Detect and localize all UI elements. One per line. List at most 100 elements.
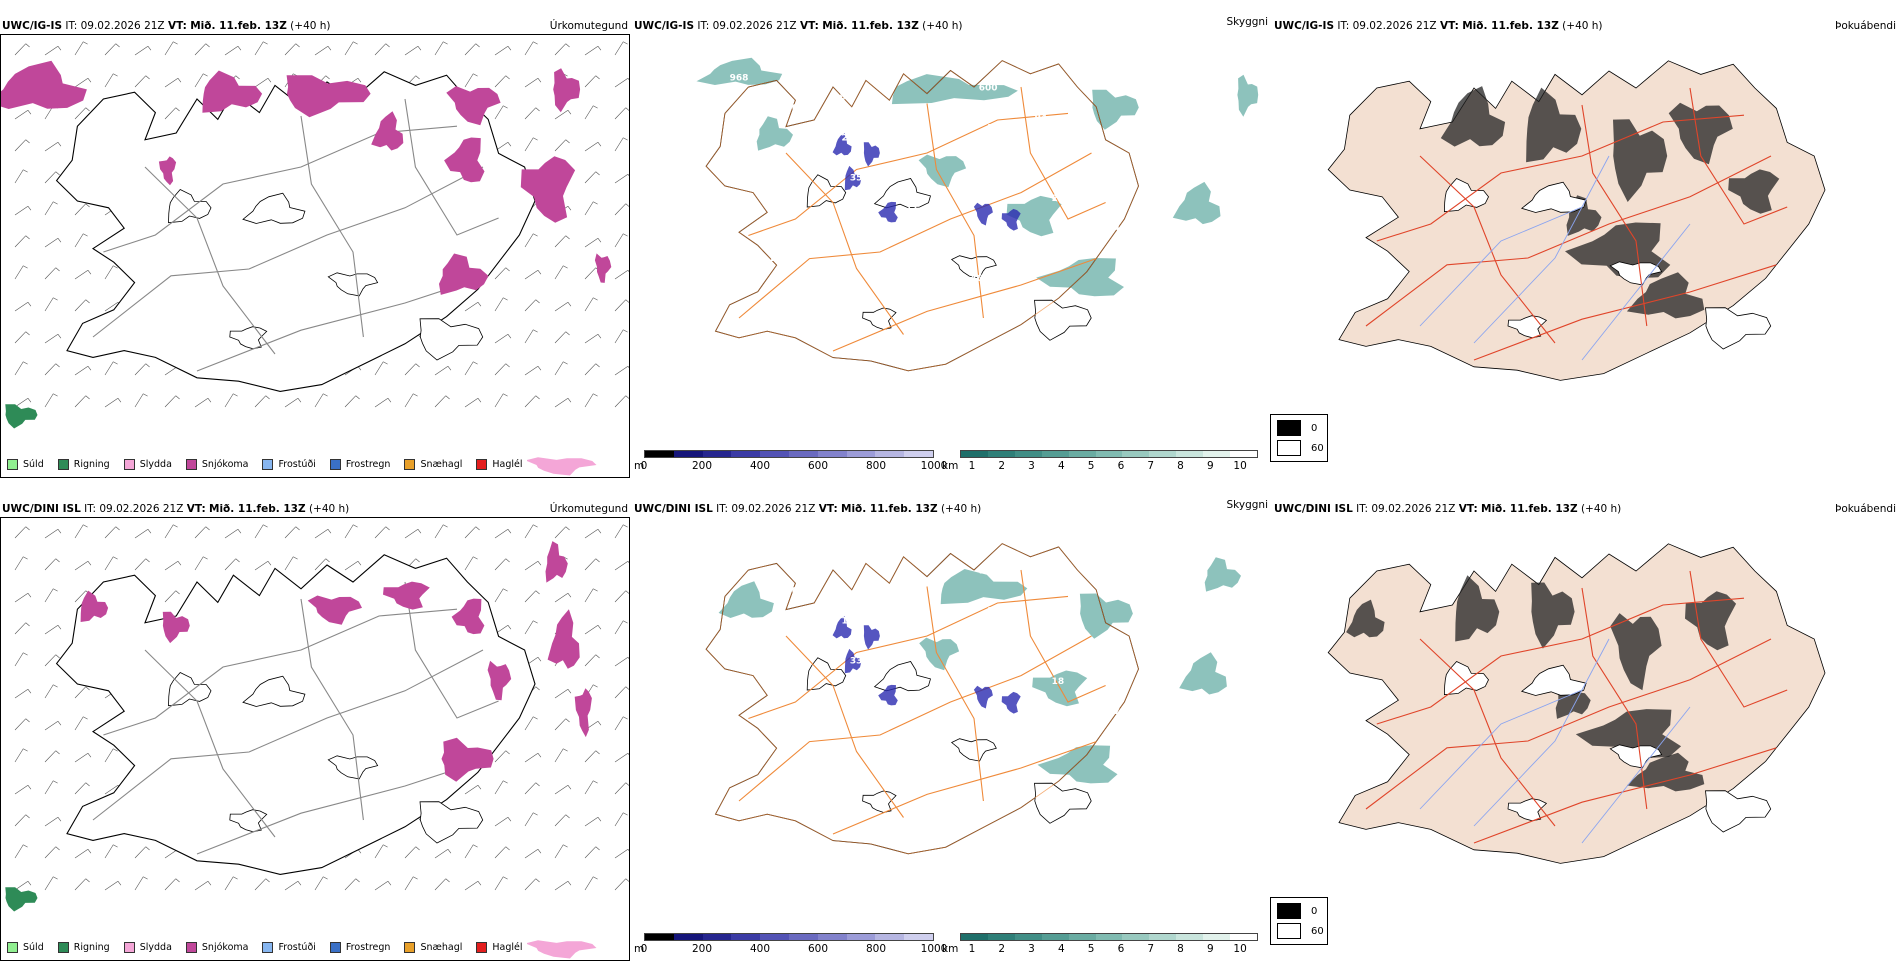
cloudbase-tick: 0	[640, 943, 648, 955]
legend-swatch	[476, 458, 488, 470]
visibility-tick: 2	[998, 460, 1006, 472]
legend-swatch	[185, 458, 197, 470]
legend-label: Snæhagl	[420, 458, 463, 470]
vt-label: VT:	[186, 503, 206, 515]
panel-header: UWC/DINI ISL IT: 09.02.2026 21Z VT: Mið.…	[1274, 503, 1621, 515]
fog-swatch-white	[1277, 440, 1301, 456]
cloudbase-value-label: 40	[786, 586, 799, 596]
fog-panel: UWC/IG-IS IT: 09.02.2026 21Z VT: Mið. 11…	[1270, 14, 1900, 474]
visibility-tick: 9	[1206, 460, 1214, 472]
visibility-tick: 5	[1087, 943, 1095, 955]
cloudbase-tick: 800	[865, 460, 887, 472]
model-name: UWC/DINI ISL	[634, 503, 713, 515]
visibility-tick: 6	[1117, 943, 1125, 955]
vt-value: Mið. 11.feb. 13Z	[209, 503, 306, 515]
cloudbase-value-label: 244	[923, 767, 942, 777]
precip-legend-item: Slydda	[123, 941, 172, 953]
cloudbase-value-label: 211	[914, 727, 933, 737]
vt-label: VT:	[1458, 503, 1478, 515]
vt-value: Mið. 11.feb. 13Z	[841, 503, 938, 515]
legend-swatch	[7, 941, 18, 953]
cloudbase-value-label: 17	[1108, 707, 1121, 717]
legend-swatch	[262, 458, 274, 470]
it-label: IT:	[65, 20, 78, 32]
precip-legend: Súld Rigning Slydda Snjókoma Frostúði Frostre…	[3, 455, 527, 473]
cloudbase-value-label: 43	[1099, 184, 1112, 194]
cloudbase-value-label: 10	[1043, 637, 1056, 647]
cloudbase-value-label: 57	[987, 124, 1000, 134]
visibility-tick: 1	[968, 460, 976, 472]
precip-type-panel: UWC/DINI ISL IT: 09.02.2026 21Z VT: Mið.…	[0, 497, 632, 961]
precip-legend-item: Frostúði	[262, 458, 316, 470]
panel-header: UWC/IG-IS IT: 09.02.2026 21Z VT: Mið. 11…	[1274, 20, 1603, 32]
legend-label: Snjókoma	[201, 941, 249, 953]
visibility-tick: 7	[1147, 460, 1155, 472]
cloudbase-tick: 600	[807, 943, 829, 955]
cloudbase-value-label: 94	[1035, 113, 1048, 123]
cloudbase-value-label: 12	[777, 294, 790, 304]
visibility-tick: 6	[1117, 460, 1125, 472]
visibility-panel: UWC/DINI ISL IT: 09.02.2026 21Z VT: Mið.…	[632, 497, 1272, 957]
cloudbase-value-label: 46	[833, 93, 846, 103]
it-value: 09.02.2026 21Z	[1371, 503, 1456, 515]
fog-legend: 0 60	[1270, 414, 1328, 462]
legend-label: Frostúði	[278, 458, 316, 470]
visibility-tick: 10	[1233, 460, 1247, 472]
vt-value: Mið. 11.feb. 13Z	[190, 20, 287, 32]
visibility-map: 968 22 860 66 57 241 151 167 350 178 600 266 449 12 2 1…	[632, 34, 1272, 474]
cloudbase-value-label: 266	[1043, 154, 1062, 164]
fog-swatch-black	[1277, 420, 1301, 436]
iceland-visibility-svg: 36 371 165 244 361 18 86 40 33 211 11 10 17 164 115	[705, 543, 1241, 855]
cloudbase-value-label: 115	[842, 617, 861, 627]
cloudbase-tick: 400	[749, 943, 771, 955]
cloudbase-tick: 200	[691, 943, 713, 955]
legend-label: Rigning	[73, 458, 110, 470]
precip-legend-item: Frostúði	[262, 941, 316, 953]
cloudbase-value-label: 66	[923, 284, 936, 294]
it-value: 09.02.2026 21Z	[731, 503, 816, 515]
cloudbase-value-label: 53	[897, 164, 910, 174]
lead-time: (+40 h)	[308, 503, 350, 515]
cloudbase-value-label: 160	[769, 254, 788, 264]
precip-legend-item: Frostregn	[329, 458, 391, 470]
precip-legend-item: Slydda	[123, 458, 172, 470]
fog-swatch-white	[1277, 923, 1301, 939]
visibility-tick: 7	[1147, 943, 1155, 955]
precip-legend-item: Haglél	[476, 941, 523, 953]
cloudbase-value-label: 968	[730, 73, 749, 83]
precip-legend-item: Súld	[7, 458, 44, 470]
legend-label: Súld	[23, 941, 44, 953]
visibility-tick: 3	[1028, 460, 1035, 472]
cloudbase-value-label: 22	[794, 144, 807, 154]
vt-value: Mið. 11.feb. 13Z	[1462, 20, 1559, 32]
fog-swatch-black	[1277, 903, 1301, 919]
precip-legend-item: Frostregn	[329, 941, 390, 953]
vt-label: VT:	[799, 20, 819, 32]
legend-label: Haglél	[492, 458, 523, 470]
visibility-tick: 3	[1028, 943, 1035, 955]
legend-label: Súld	[23, 458, 44, 470]
cloudbase-value-label: 36	[730, 556, 743, 566]
legend-swatch	[476, 941, 488, 953]
model-name: UWC/IG-IS	[1274, 20, 1335, 32]
it-label: IT:	[84, 503, 97, 515]
precip-map: Súld Rigning Slydda Snjókoma Frostúði Frostre…	[0, 34, 630, 478]
cloudbase-tick: 200	[691, 460, 713, 472]
legend-swatch	[404, 941, 416, 953]
fog-legend: 0 60	[1270, 897, 1328, 945]
cloudbase-value-label: 151	[1116, 264, 1135, 274]
panel-title: Þokuábendi	[1835, 503, 1896, 515]
legend-label: Frostregn	[345, 458, 391, 470]
legend-swatch	[57, 941, 69, 953]
cloudbase-value-label: 2	[842, 134, 848, 144]
precip-legend-item: Snjókoma	[185, 458, 248, 470]
fog-map	[1272, 34, 1900, 474]
panel-title: Úrkomutegund	[549, 20, 628, 32]
precip-legend-item: Snæhagl	[404, 941, 462, 953]
precip-legend-item: Snæhagl	[404, 458, 463, 470]
lead-time: (+40 h)	[1562, 20, 1603, 32]
cloudbase-value-label: 178	[914, 244, 933, 254]
cloudbase-colorbar: m 0 200 400 600 800 1000	[634, 933, 947, 955]
visibility-tick: 8	[1177, 460, 1184, 472]
cloudbase-value-label: 164	[777, 777, 796, 787]
